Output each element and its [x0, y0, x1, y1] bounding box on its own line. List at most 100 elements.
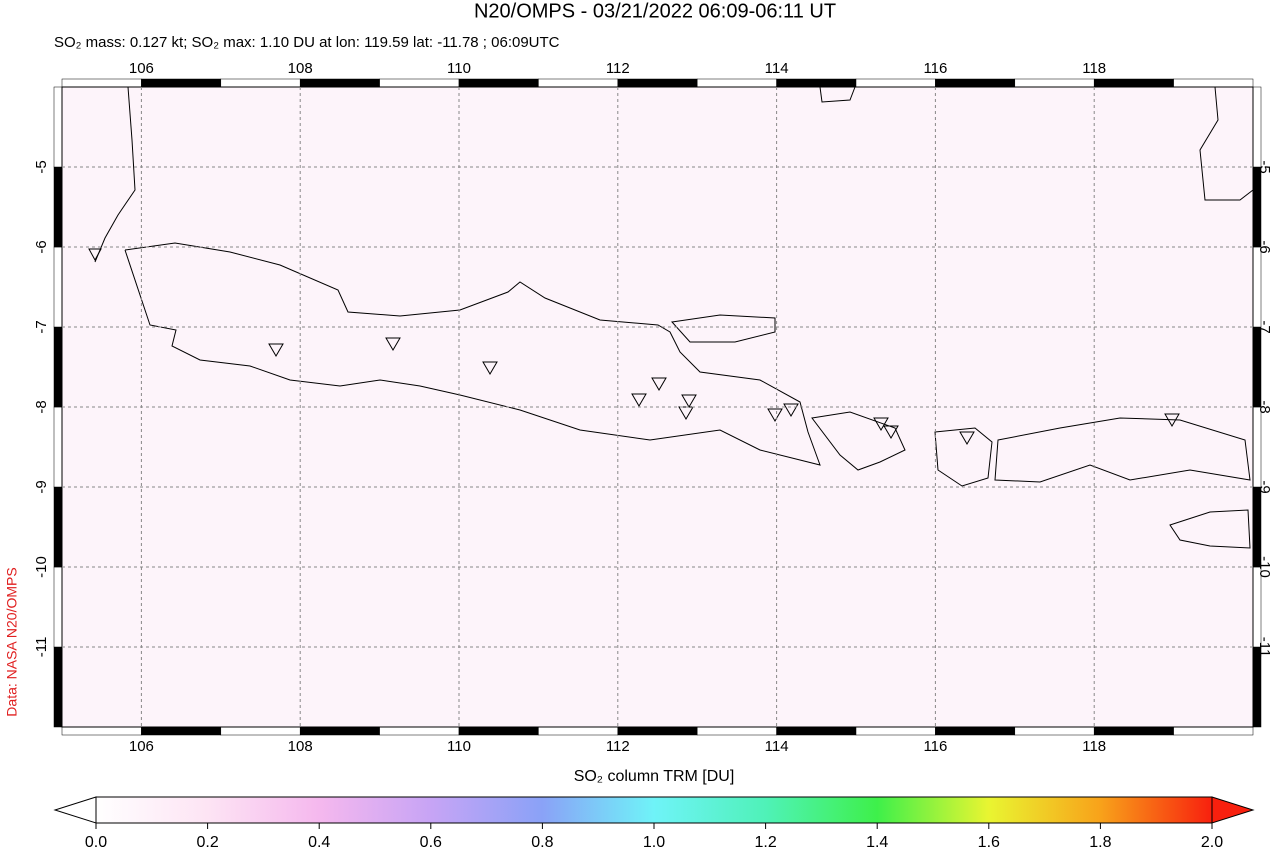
frame-segment: [53, 326, 63, 408]
y-tick-label: -5: [33, 160, 50, 173]
frame-segment: [538, 726, 619, 736]
colorbar-tick-label: 1.6: [978, 834, 1000, 851]
x-tick-label: 110: [447, 60, 471, 77]
colorbar-tick-label: 0.6: [420, 834, 442, 851]
colorbar-high-arrow: [1211, 796, 1255, 824]
colorbar-tick-label: 0.2: [196, 834, 218, 851]
x-tick-label: 108: [288, 738, 313, 755]
frame-segment: [1252, 406, 1262, 488]
coastline: [934, 427, 993, 487]
frame-segment: [776, 726, 857, 736]
frame-segment: [1252, 86, 1262, 168]
colorbar-tick-label: 1.4: [866, 834, 888, 851]
x-tick-label: 106: [129, 738, 154, 755]
frame-segment: [935, 726, 1016, 736]
x-tick-label: 112: [606, 60, 630, 77]
frame-segment: [53, 646, 63, 728]
y-tick-label: -8: [1256, 400, 1272, 413]
y-tick-label: -6: [33, 240, 50, 253]
colorbar: [95, 796, 1213, 824]
frame-segment: [141, 726, 222, 736]
frame-segment: [53, 246, 63, 328]
frame-segment: [220, 78, 301, 88]
frame-segment: [1252, 326, 1262, 408]
y-tick-label: -10: [33, 556, 50, 578]
frame-segment: [617, 726, 698, 736]
colorbar-label: SO₂ column TRM [DU]: [574, 768, 735, 785]
x-tick-label: 110: [447, 738, 471, 755]
frame-segment: [379, 78, 460, 88]
frame-segment: [1014, 78, 1095, 88]
frame-segment: [855, 78, 936, 88]
coastline: [124, 242, 821, 466]
frame-segment: [299, 726, 380, 736]
x-tick-label: 106: [129, 60, 154, 77]
frame-segment: [53, 86, 63, 168]
frame-segment: [617, 78, 698, 88]
y-tick-label: -11: [1256, 637, 1272, 658]
y-tick-label: -8: [33, 400, 50, 413]
x-tick-label: 114: [765, 738, 789, 755]
frame-segment: [935, 78, 1016, 88]
coastline: [671, 314, 776, 343]
x-tick-label: 118: [1082, 738, 1106, 755]
frame-segment: [696, 78, 777, 88]
frame-segment: [379, 726, 460, 736]
colorbar-low-arrow: [53, 796, 97, 824]
frame-segment: [141, 78, 222, 88]
y-tick-label: -7: [33, 320, 50, 333]
frame-segment: [1252, 166, 1262, 248]
frame-segment: [855, 726, 936, 736]
y-tick-label: -9: [33, 480, 50, 493]
credit: Data: NASA N20/OMPS: [4, 567, 20, 716]
x-tick-label: 108: [288, 60, 313, 77]
colorbar-tick-label: 1.0: [643, 834, 665, 851]
coastlines: [94, 86, 1254, 549]
frame-segment: [1252, 246, 1262, 328]
frame-segment: [299, 78, 380, 88]
frame-segment: [1252, 486, 1262, 568]
y-tick-label: -7: [1256, 320, 1272, 333]
frame-segment: [458, 78, 539, 88]
coastline: [1169, 509, 1251, 549]
colorbar-tick-label: 0.8: [531, 834, 553, 851]
y-tick-label: -9: [1256, 480, 1272, 493]
frame-segment: [1252, 566, 1262, 648]
frame-segment: [1093, 78, 1174, 88]
colorbar-tick-label: 0.0: [85, 834, 107, 851]
colorbar-tick-label: 1.8: [1089, 834, 1111, 851]
frame-segment: [53, 566, 63, 648]
frame-segment: [1252, 646, 1262, 728]
x-tick-label: 116: [923, 60, 947, 77]
y-tick-label: -11: [33, 637, 50, 658]
frame-segment: [53, 486, 63, 568]
frame-segment: [53, 406, 63, 488]
y-tick-label: -5: [1256, 160, 1272, 173]
coastline: [94, 86, 136, 263]
x-tick-label: 112: [606, 738, 630, 755]
colorbar-tick-label: 0.4: [308, 834, 330, 851]
colorbar-tick-label: 2.0: [1201, 834, 1223, 851]
coastline: [819, 86, 856, 103]
frame-segment: [776, 78, 857, 88]
coastline: [994, 417, 1251, 483]
y-tick-label: -6: [1256, 240, 1272, 253]
frame-segment: [538, 78, 619, 88]
frame-segment: [61, 726, 142, 736]
title: N20/OMPS - 03/21/2022 06:09-06:11 UT: [474, 0, 836, 22]
x-tick-label: 116: [923, 738, 947, 755]
frame-segment: [1173, 78, 1254, 88]
frame-segment: [220, 726, 301, 736]
colorbar-tick-label: 1.2: [754, 834, 776, 851]
coastline: [811, 411, 906, 471]
frame-segment: [696, 726, 777, 736]
frame-segment: [1014, 726, 1095, 736]
frame-segment: [53, 166, 63, 248]
frame-segment: [61, 78, 142, 88]
coastline: [1199, 86, 1254, 201]
x-tick-label: 114: [765, 60, 789, 77]
x-tick-label: 118: [1082, 60, 1106, 77]
frame-segment: [1173, 726, 1254, 736]
frame-segment: [458, 726, 539, 736]
